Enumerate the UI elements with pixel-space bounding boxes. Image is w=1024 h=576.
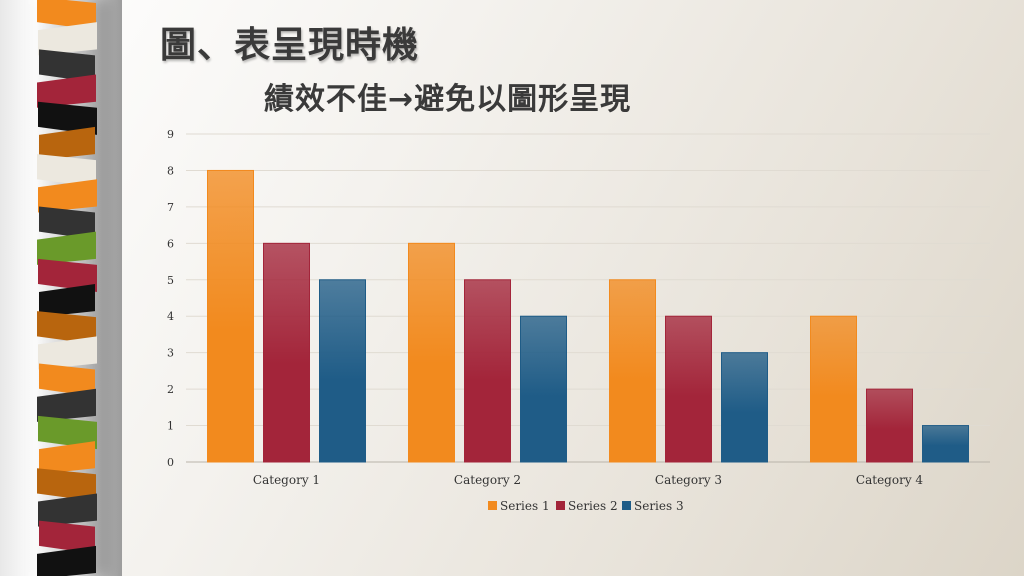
bar xyxy=(464,279,511,463)
bar xyxy=(408,242,455,463)
x-category-label: Category 4 xyxy=(856,473,923,487)
y-tick-label: 5 xyxy=(167,274,174,287)
y-tick-label: 4 xyxy=(167,310,174,323)
stripe-segment xyxy=(37,231,96,265)
legend-label: Series 3 xyxy=(634,499,684,513)
legend-label: Series 2 xyxy=(568,499,618,513)
stripe-segment xyxy=(38,101,97,135)
stripe-segment xyxy=(39,441,95,475)
stripe-segment xyxy=(39,126,95,161)
legend-label: Series 1 xyxy=(500,499,550,513)
stripe-segment xyxy=(39,363,95,397)
y-tick-label: 9 xyxy=(167,128,174,141)
stripe-segment xyxy=(37,0,96,31)
stripe-segment xyxy=(37,154,96,188)
bar xyxy=(922,425,969,463)
stripe-segment xyxy=(38,22,97,56)
y-tick-label: 0 xyxy=(167,456,174,469)
stripe-segment xyxy=(37,545,96,576)
bar xyxy=(609,279,656,463)
legend-swatch xyxy=(622,501,631,510)
bar xyxy=(520,315,567,463)
slide-title: 圖、表呈現時機 xyxy=(160,25,420,66)
stripe-segment xyxy=(37,388,96,422)
bar xyxy=(866,388,913,463)
y-tick-label: 7 xyxy=(167,201,174,214)
stripe-segment xyxy=(39,206,95,240)
stripe-segment xyxy=(39,520,95,554)
stripe-segment xyxy=(39,284,95,318)
stripe-segment xyxy=(39,49,95,83)
stripe-segment xyxy=(37,74,96,108)
stripe-segment xyxy=(38,179,97,213)
y-tick-label: 6 xyxy=(167,237,174,250)
x-category-label: Category 1 xyxy=(253,473,320,487)
slide-subtitle: 績效不佳→避免以圖形呈現 xyxy=(264,82,632,117)
bar xyxy=(810,315,857,463)
stripe-segment xyxy=(37,468,96,502)
stripe-segment xyxy=(38,493,97,527)
x-category-label: Category 3 xyxy=(655,473,722,487)
y-tick-label: 8 xyxy=(167,164,174,177)
stripe-segment xyxy=(38,258,97,292)
legend-swatch xyxy=(488,501,497,510)
bar xyxy=(207,169,254,463)
bar xyxy=(721,352,768,463)
bar xyxy=(263,242,310,463)
bar xyxy=(319,279,366,463)
bar xyxy=(665,315,712,463)
legend-swatch xyxy=(556,501,565,510)
y-tick-label: 1 xyxy=(167,420,174,433)
y-tick-label: 2 xyxy=(167,383,174,396)
decorative-stripe xyxy=(37,0,97,576)
x-category-label: Category 2 xyxy=(454,473,521,487)
stripe-segment xyxy=(38,336,97,370)
stripe-segment xyxy=(38,415,97,450)
stripe-segment xyxy=(37,311,96,345)
y-tick-label: 3 xyxy=(167,347,174,360)
